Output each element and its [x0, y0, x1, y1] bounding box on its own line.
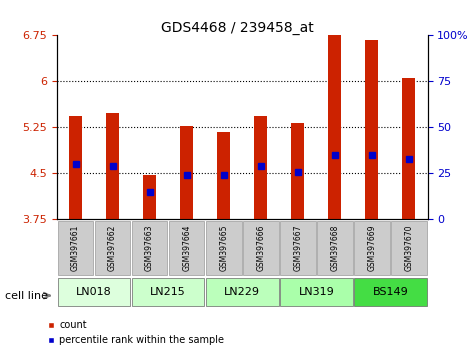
Bar: [402, 78, 416, 219]
Text: LN018: LN018: [76, 287, 112, 297]
Text: GSM397664: GSM397664: [182, 224, 191, 271]
FancyBboxPatch shape: [317, 221, 352, 275]
Text: LN319: LN319: [298, 287, 334, 297]
Bar: [180, 126, 193, 219]
FancyBboxPatch shape: [132, 278, 204, 306]
Text: LN229: LN229: [224, 287, 260, 297]
Bar: [254, 116, 267, 219]
Text: cell line: cell line: [5, 291, 48, 301]
FancyBboxPatch shape: [354, 278, 427, 306]
FancyBboxPatch shape: [280, 221, 315, 275]
Legend: count, percentile rank within the sample: count, percentile rank within the sample: [43, 316, 228, 349]
Text: GSM397662: GSM397662: [108, 224, 117, 271]
Text: GSM397670: GSM397670: [405, 224, 413, 271]
Bar: [365, 40, 379, 219]
FancyBboxPatch shape: [206, 278, 278, 306]
Text: GSM397666: GSM397666: [256, 224, 265, 271]
Text: BS149: BS149: [372, 287, 408, 297]
FancyBboxPatch shape: [243, 221, 278, 275]
Bar: [143, 175, 156, 219]
Bar: [328, 35, 342, 219]
Text: GDS4468 / 239458_at: GDS4468 / 239458_at: [161, 21, 314, 35]
Bar: [69, 116, 82, 219]
FancyBboxPatch shape: [58, 221, 93, 275]
FancyBboxPatch shape: [391, 221, 427, 275]
Text: LN215: LN215: [150, 287, 186, 297]
Bar: [217, 132, 230, 219]
Bar: [291, 123, 304, 219]
Text: GSM397663: GSM397663: [145, 224, 154, 271]
FancyBboxPatch shape: [206, 221, 241, 275]
FancyBboxPatch shape: [354, 221, 390, 275]
Text: GSM397668: GSM397668: [331, 224, 339, 271]
Text: GSM397661: GSM397661: [71, 224, 80, 271]
FancyBboxPatch shape: [169, 221, 204, 275]
FancyBboxPatch shape: [58, 278, 130, 306]
Text: GSM397665: GSM397665: [219, 224, 228, 271]
Text: GSM397669: GSM397669: [368, 224, 376, 271]
FancyBboxPatch shape: [280, 278, 352, 306]
Bar: [106, 113, 119, 219]
FancyBboxPatch shape: [132, 221, 167, 275]
FancyBboxPatch shape: [95, 221, 130, 275]
Text: GSM397667: GSM397667: [294, 224, 302, 271]
